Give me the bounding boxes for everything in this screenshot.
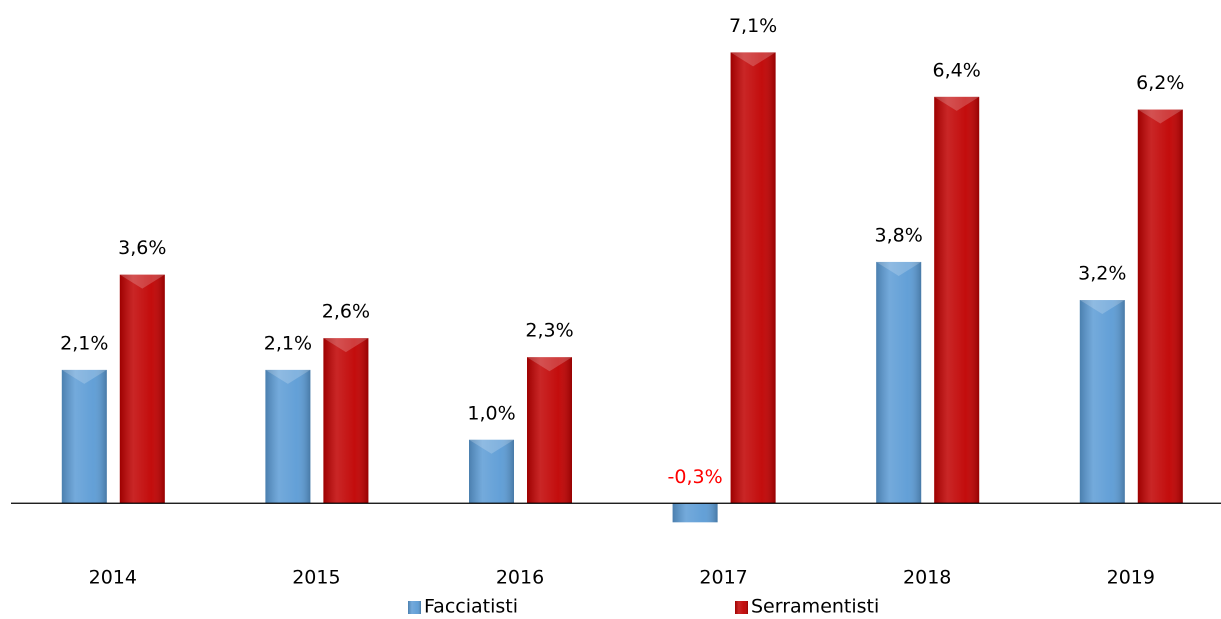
- value-label: 3,6%: [118, 237, 166, 259]
- value-label: 2,3%: [525, 320, 573, 342]
- x-tick-label: 2014: [89, 567, 137, 589]
- bar-bevel: [730, 52, 776, 67]
- x-tick-label: 2016: [496, 567, 544, 589]
- bar-bevel: [876, 261, 922, 276]
- legend-label: Facciatisti: [424, 596, 518, 618]
- legend-swatch-shade: [408, 601, 421, 614]
- bar-bevel: [61, 369, 107, 384]
- bar-bevel: [527, 357, 572, 372]
- bar-shade: [876, 261, 922, 504]
- bar-shade: [61, 369, 107, 504]
- value-label: 6,4%: [933, 59, 981, 81]
- value-label: 2,1%: [60, 332, 108, 354]
- x-tick-label: 2018: [903, 567, 951, 589]
- value-label: 6,2%: [1136, 72, 1184, 94]
- bar-shade: [265, 369, 311, 504]
- legend-swatch-shade: [735, 601, 748, 614]
- bar-bevel: [1137, 109, 1183, 124]
- bar-shade: [1137, 109, 1183, 504]
- bar-bevel: [265, 369, 311, 384]
- bar-shade: [323, 338, 369, 504]
- bar-shade: [119, 274, 165, 504]
- value-label: 7,1%: [729, 15, 777, 37]
- bar-shade: [1079, 300, 1125, 504]
- bar-shade: [672, 503, 718, 523]
- bar-bevel: [323, 338, 369, 353]
- value-label: 2,1%: [264, 332, 312, 354]
- bar-shade: [469, 439, 514, 504]
- x-tick-label: 2015: [292, 567, 340, 589]
- x-tick-label: 2019: [1107, 567, 1155, 589]
- value-label: -0,3%: [668, 466, 723, 488]
- bar-shade: [730, 52, 776, 504]
- bar-bevel: [469, 439, 514, 454]
- legend-label: Serramentisti: [751, 596, 879, 618]
- value-label: 1,0%: [467, 402, 515, 424]
- bar-bevel: [1079, 300, 1125, 315]
- bar-shade: [934, 96, 980, 504]
- bar-bevel: [934, 96, 980, 111]
- value-label: 2,6%: [322, 301, 370, 323]
- x-tick-label: 2017: [699, 567, 747, 589]
- bar-bevel: [119, 274, 165, 289]
- bar-shade: [527, 357, 572, 504]
- value-label: 3,8%: [875, 224, 923, 246]
- value-label: 3,2%: [1078, 263, 1126, 285]
